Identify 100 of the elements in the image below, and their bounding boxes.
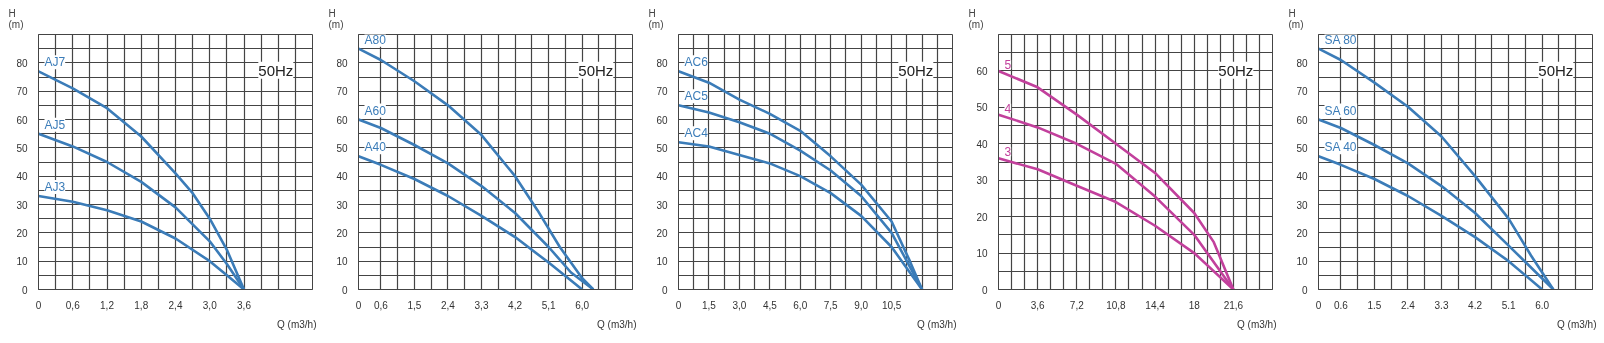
x-axis-title: Q (m3/h) (277, 318, 317, 330)
x-tick-label: 0 (1315, 299, 1322, 311)
x-axis-title: Q (m3/h) (597, 318, 637, 330)
y-axis-title: H (m) (8, 7, 24, 30)
annotation: 50Hz (898, 61, 934, 79)
series-label: A60 (364, 103, 387, 118)
series-label: 3 (1004, 145, 1012, 160)
y-tick-label: 20 (656, 227, 668, 239)
x-tick-label: 0 (675, 299, 682, 311)
x-tick-label: 9,0 (854, 299, 869, 311)
x-axis-title: Q (m3/h) (1237, 318, 1277, 330)
series-label: 5 (1004, 57, 1012, 72)
annotation: 50Hz (1538, 61, 1574, 79)
x-tick-label: 21,6 (1223, 299, 1244, 311)
y-tick-label: 50 (976, 102, 988, 114)
x-tick-label: 5,1 (541, 299, 557, 311)
x-tick-label: 3,6 (237, 299, 252, 311)
y-tick-label: 20 (976, 211, 988, 223)
y-tick-label: 0 (661, 284, 668, 296)
x-tick-label: 4.2 (1468, 299, 1483, 311)
y-axis-title: H (m) (968, 7, 984, 30)
annotation: 50Hz (578, 61, 614, 79)
y-tick-label: 20 (336, 227, 348, 239)
series-label: SA 80 (1324, 32, 1357, 47)
x-tick-label: 1,2 (100, 299, 115, 311)
y-tick-label: 30 (16, 199, 28, 211)
y-tick-label: 10 (976, 248, 988, 260)
x-tick-label: 18 (1188, 299, 1201, 311)
x-tick-label: 4,2 (508, 299, 523, 311)
y-tick-label: 0 (21, 284, 28, 296)
series-label: AJ3 (44, 180, 66, 194)
series-label: AC5 (684, 89, 709, 104)
series-label: 4 (1004, 101, 1012, 116)
x-tick-label: 14,4 (1145, 299, 1166, 311)
x-tick-label: 6.0 (1535, 299, 1550, 311)
x-tick-label: 0,6 (65, 299, 81, 311)
y-tick-label: 10 (16, 256, 28, 268)
y-tick-label: 80 (1296, 57, 1308, 69)
x-tick-label: 0 (355, 299, 362, 311)
y-tick-label: 60 (656, 114, 668, 126)
x-tick-label: 10,8 (1106, 299, 1127, 311)
y-tick-label: 0 (1301, 284, 1308, 296)
y-tick-label: 40 (976, 138, 988, 150)
y-tick-label: 20 (1296, 227, 1308, 239)
x-tick-label: 10,5 (881, 299, 902, 311)
x-tick-label: 1.5 (1367, 299, 1382, 311)
y-axis-title: H (m) (1288, 7, 1304, 30)
y-tick-label: 80 (656, 57, 668, 69)
x-axis-title: Q (m3/h) (1557, 318, 1597, 330)
y-tick-label: 40 (336, 171, 348, 183)
x-tick-label: 3.3 (1434, 299, 1449, 311)
x-tick-label: 6,0 (575, 299, 590, 311)
series-label: SA 40 (1324, 140, 1357, 155)
x-tick-label: 3,0 (202, 299, 218, 311)
y-tick-label: 50 (1296, 142, 1308, 154)
y-tick-label: 80 (16, 57, 28, 69)
x-tick-label: 1,5 (701, 299, 717, 311)
series-label: AJ5 (44, 117, 66, 132)
x-tick-label: 7,2 (1069, 299, 1085, 311)
y-tick-label: 10 (656, 256, 668, 268)
y-tick-label: 30 (976, 175, 988, 187)
y-tick-label: 70 (1296, 86, 1308, 98)
y-tick-label: 10 (1296, 256, 1308, 268)
x-tick-label: 0 (995, 299, 1002, 311)
y-tick-label: 30 (1296, 199, 1308, 211)
x-tick-label: 2.4 (1401, 299, 1416, 311)
y-tick-label: 60 (1296, 114, 1308, 126)
series-label: AJ7 (44, 55, 66, 70)
x-tick-label: 0.6 (1333, 299, 1349, 311)
y-tick-label: 70 (656, 86, 668, 98)
y-tick-label: 0 (341, 284, 348, 296)
y-tick-label: 50 (16, 142, 28, 154)
y-axis-title: H (m) (648, 7, 664, 30)
x-tick-label: 5.1 (1501, 299, 1517, 311)
series-label: AC6 (684, 55, 709, 70)
y-tick-label: 20 (16, 227, 28, 239)
y-tick-label: 50 (336, 142, 348, 154)
x-tick-label: 0 (35, 299, 42, 311)
x-tick-label: 2,4 (441, 299, 456, 311)
y-tick-label: 0 (981, 284, 988, 296)
y-tick-label: 40 (1296, 171, 1308, 183)
series-label: A80 (364, 32, 387, 47)
x-tick-label: 7,5 (823, 299, 839, 311)
y-tick-label: 10 (336, 256, 348, 268)
y-tick-label: 40 (16, 171, 28, 183)
line-series (358, 155, 584, 290)
series-label: AC4 (684, 126, 709, 141)
y-tick-label: 80 (336, 57, 348, 69)
line-series (1318, 155, 1544, 290)
series-label: SA 60 (1324, 103, 1357, 118)
y-tick-label: 50 (656, 142, 668, 154)
series-label: A40 (364, 140, 387, 155)
y-tick-label: 60 (336, 114, 348, 126)
x-tick-label: 6,0 (793, 299, 808, 311)
x-tick-label: 3,6 (1030, 299, 1046, 311)
annotation: 50Hz (1218, 61, 1254, 79)
x-tick-label: 3,3 (474, 299, 489, 311)
y-tick-label: 30 (656, 199, 668, 211)
y-tick-label: 70 (336, 86, 348, 98)
y-tick-label: 40 (656, 171, 668, 183)
